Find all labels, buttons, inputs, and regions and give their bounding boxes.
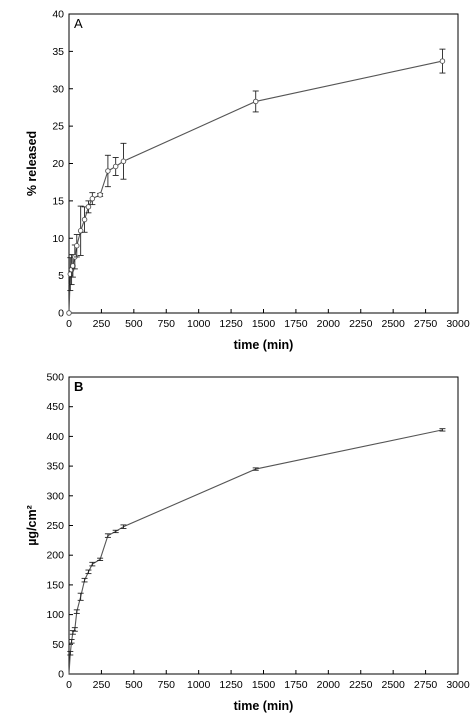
x-tick-label: 1750 xyxy=(284,318,308,330)
x-tick-label: 2750 xyxy=(414,318,438,330)
series-line xyxy=(68,429,443,675)
data-point xyxy=(105,168,111,174)
y-tick-label: 30 xyxy=(52,83,64,95)
y-tick-label: 150 xyxy=(46,579,64,591)
axis-ticks: 0 250 500 750 1000 1250 1500 1750 2000 2250 2500 27… xyxy=(52,9,470,331)
x-tick-label: 1750 xyxy=(284,679,308,691)
x-tick-label: 2000 xyxy=(317,318,341,330)
y-tick-label: 200 xyxy=(46,550,64,562)
chart-panel-a: A 0 250 500 750 1000 1250 1500 1750 2000 2250 2500… xyxy=(25,9,470,353)
y-tick-label: 40 xyxy=(52,9,64,21)
x-axis-title: time (min) xyxy=(234,338,294,352)
y-tick-label: 450 xyxy=(46,401,64,413)
x-tick-label: 1000 xyxy=(187,679,211,691)
data-point xyxy=(85,204,92,210)
data-point xyxy=(81,216,88,223)
x-tick-label: 250 xyxy=(93,318,111,330)
x-tick-label: 1500 xyxy=(252,679,276,691)
x-tick-label: 1000 xyxy=(187,318,211,330)
x-tick-label: 2750 xyxy=(414,679,438,691)
x-tick-label: 750 xyxy=(157,679,175,691)
data-series xyxy=(67,428,446,675)
x-tick-label: 2500 xyxy=(381,679,405,691)
data-point xyxy=(74,242,80,249)
y-axis-title: % released xyxy=(25,131,39,196)
y-tick-label: 5 xyxy=(58,270,64,282)
panel-label: B xyxy=(74,379,83,394)
x-tick-label: 0 xyxy=(66,679,72,691)
x-tick-label: 2250 xyxy=(349,679,373,691)
x-tick-label: 3000 xyxy=(446,679,470,691)
x-tick-label: 1250 xyxy=(219,318,243,330)
y-tick-label: 100 xyxy=(46,609,64,621)
x-tick-label: 500 xyxy=(125,318,143,330)
y-tick-label: 350 xyxy=(46,461,64,473)
y-tick-label: 300 xyxy=(46,490,64,502)
y-tick-label: 400 xyxy=(46,431,64,443)
x-tick-label: 250 xyxy=(93,679,111,691)
data-point xyxy=(89,195,96,202)
x-axis-title: time (min) xyxy=(234,699,294,713)
y-axis-title: µg/cm² xyxy=(25,505,39,546)
y-tick-label: 20 xyxy=(52,158,64,170)
panel-label: A xyxy=(74,16,83,31)
y-tick-label: 35 xyxy=(52,46,64,58)
y-tick-label: 0 xyxy=(58,669,64,681)
y-tick-label: 500 xyxy=(46,372,64,384)
data-point xyxy=(97,192,103,198)
data-point xyxy=(439,58,446,64)
data-point xyxy=(120,158,127,165)
x-tick-label: 2500 xyxy=(381,318,405,330)
y-tick-label: 0 xyxy=(58,308,64,320)
x-tick-label: 500 xyxy=(125,679,143,691)
data-point xyxy=(66,310,72,316)
chart-panel-b: B 0 250 500 750 1000 1250 1500 1750 2000 2250 2500… xyxy=(25,372,470,714)
x-tick-label: 2000 xyxy=(317,679,341,691)
x-tick-label: 1500 xyxy=(252,318,276,330)
data-point xyxy=(252,98,259,105)
x-tick-label: 3000 xyxy=(446,318,470,330)
x-tick-label: 1250 xyxy=(219,679,243,691)
data-point xyxy=(112,163,119,170)
y-tick-label: 10 xyxy=(52,233,64,245)
plot-frame xyxy=(68,13,459,314)
x-tick-label: 0 xyxy=(66,318,72,330)
y-tick-label: 250 xyxy=(46,520,64,532)
data-series xyxy=(66,48,446,316)
x-tick-label: 750 xyxy=(157,318,175,330)
axis-ticks: 0 250 500 750 1000 1250 1500 1750 2000 2250 2500 27… xyxy=(46,372,469,692)
y-tick-label: 25 xyxy=(52,121,64,133)
y-tick-label: 15 xyxy=(52,195,64,207)
x-tick-label: 2250 xyxy=(349,318,373,330)
y-tick-label: 50 xyxy=(52,639,64,651)
